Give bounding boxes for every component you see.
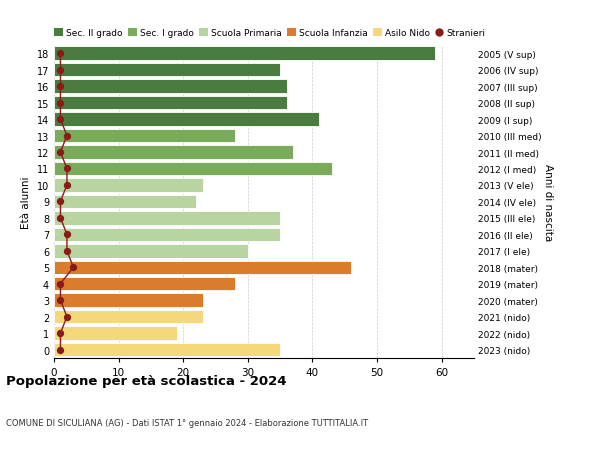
Point	[62, 231, 72, 239]
Bar	[54, 146, 293, 159]
Y-axis label: Anni di nascita: Anni di nascita	[543, 163, 553, 241]
Bar	[54, 80, 287, 94]
Bar	[54, 97, 287, 110]
Point	[56, 100, 65, 107]
Point	[68, 264, 78, 271]
Bar	[54, 261, 351, 274]
Bar	[54, 47, 435, 61]
Bar	[54, 310, 203, 324]
Point	[62, 182, 72, 189]
Point	[56, 50, 65, 58]
Text: Popolazione per età scolastica - 2024: Popolazione per età scolastica - 2024	[6, 374, 287, 387]
Legend: Sec. II grado, Sec. I grado, Scuola Primaria, Scuola Infanzia, Asilo Nido, Stran: Sec. II grado, Sec. I grado, Scuola Prim…	[55, 29, 485, 38]
Bar	[54, 64, 280, 77]
Point	[56, 198, 65, 206]
Point	[62, 133, 72, 140]
Bar	[54, 277, 235, 291]
Bar	[54, 343, 280, 357]
Bar	[54, 294, 203, 307]
Point	[56, 215, 65, 222]
Y-axis label: Età alunni: Età alunni	[21, 176, 31, 228]
Point	[56, 67, 65, 74]
Bar	[54, 162, 332, 176]
Point	[56, 297, 65, 304]
Text: COMUNE DI SICULIANA (AG) - Dati ISTAT 1° gennaio 2024 - Elaborazione TUTTITALIA.: COMUNE DI SICULIANA (AG) - Dati ISTAT 1°…	[6, 418, 368, 427]
Bar	[54, 179, 203, 192]
Point	[56, 83, 65, 90]
Point	[56, 149, 65, 157]
Point	[62, 247, 72, 255]
Bar	[54, 113, 319, 127]
Point	[62, 165, 72, 173]
Bar	[54, 129, 235, 143]
Point	[62, 313, 72, 321]
Point	[56, 116, 65, 123]
Bar	[54, 195, 196, 209]
Bar	[54, 245, 248, 258]
Bar	[54, 212, 280, 225]
Point	[56, 330, 65, 337]
Bar	[54, 327, 177, 340]
Point	[56, 280, 65, 288]
Point	[56, 346, 65, 353]
Bar	[54, 228, 280, 241]
